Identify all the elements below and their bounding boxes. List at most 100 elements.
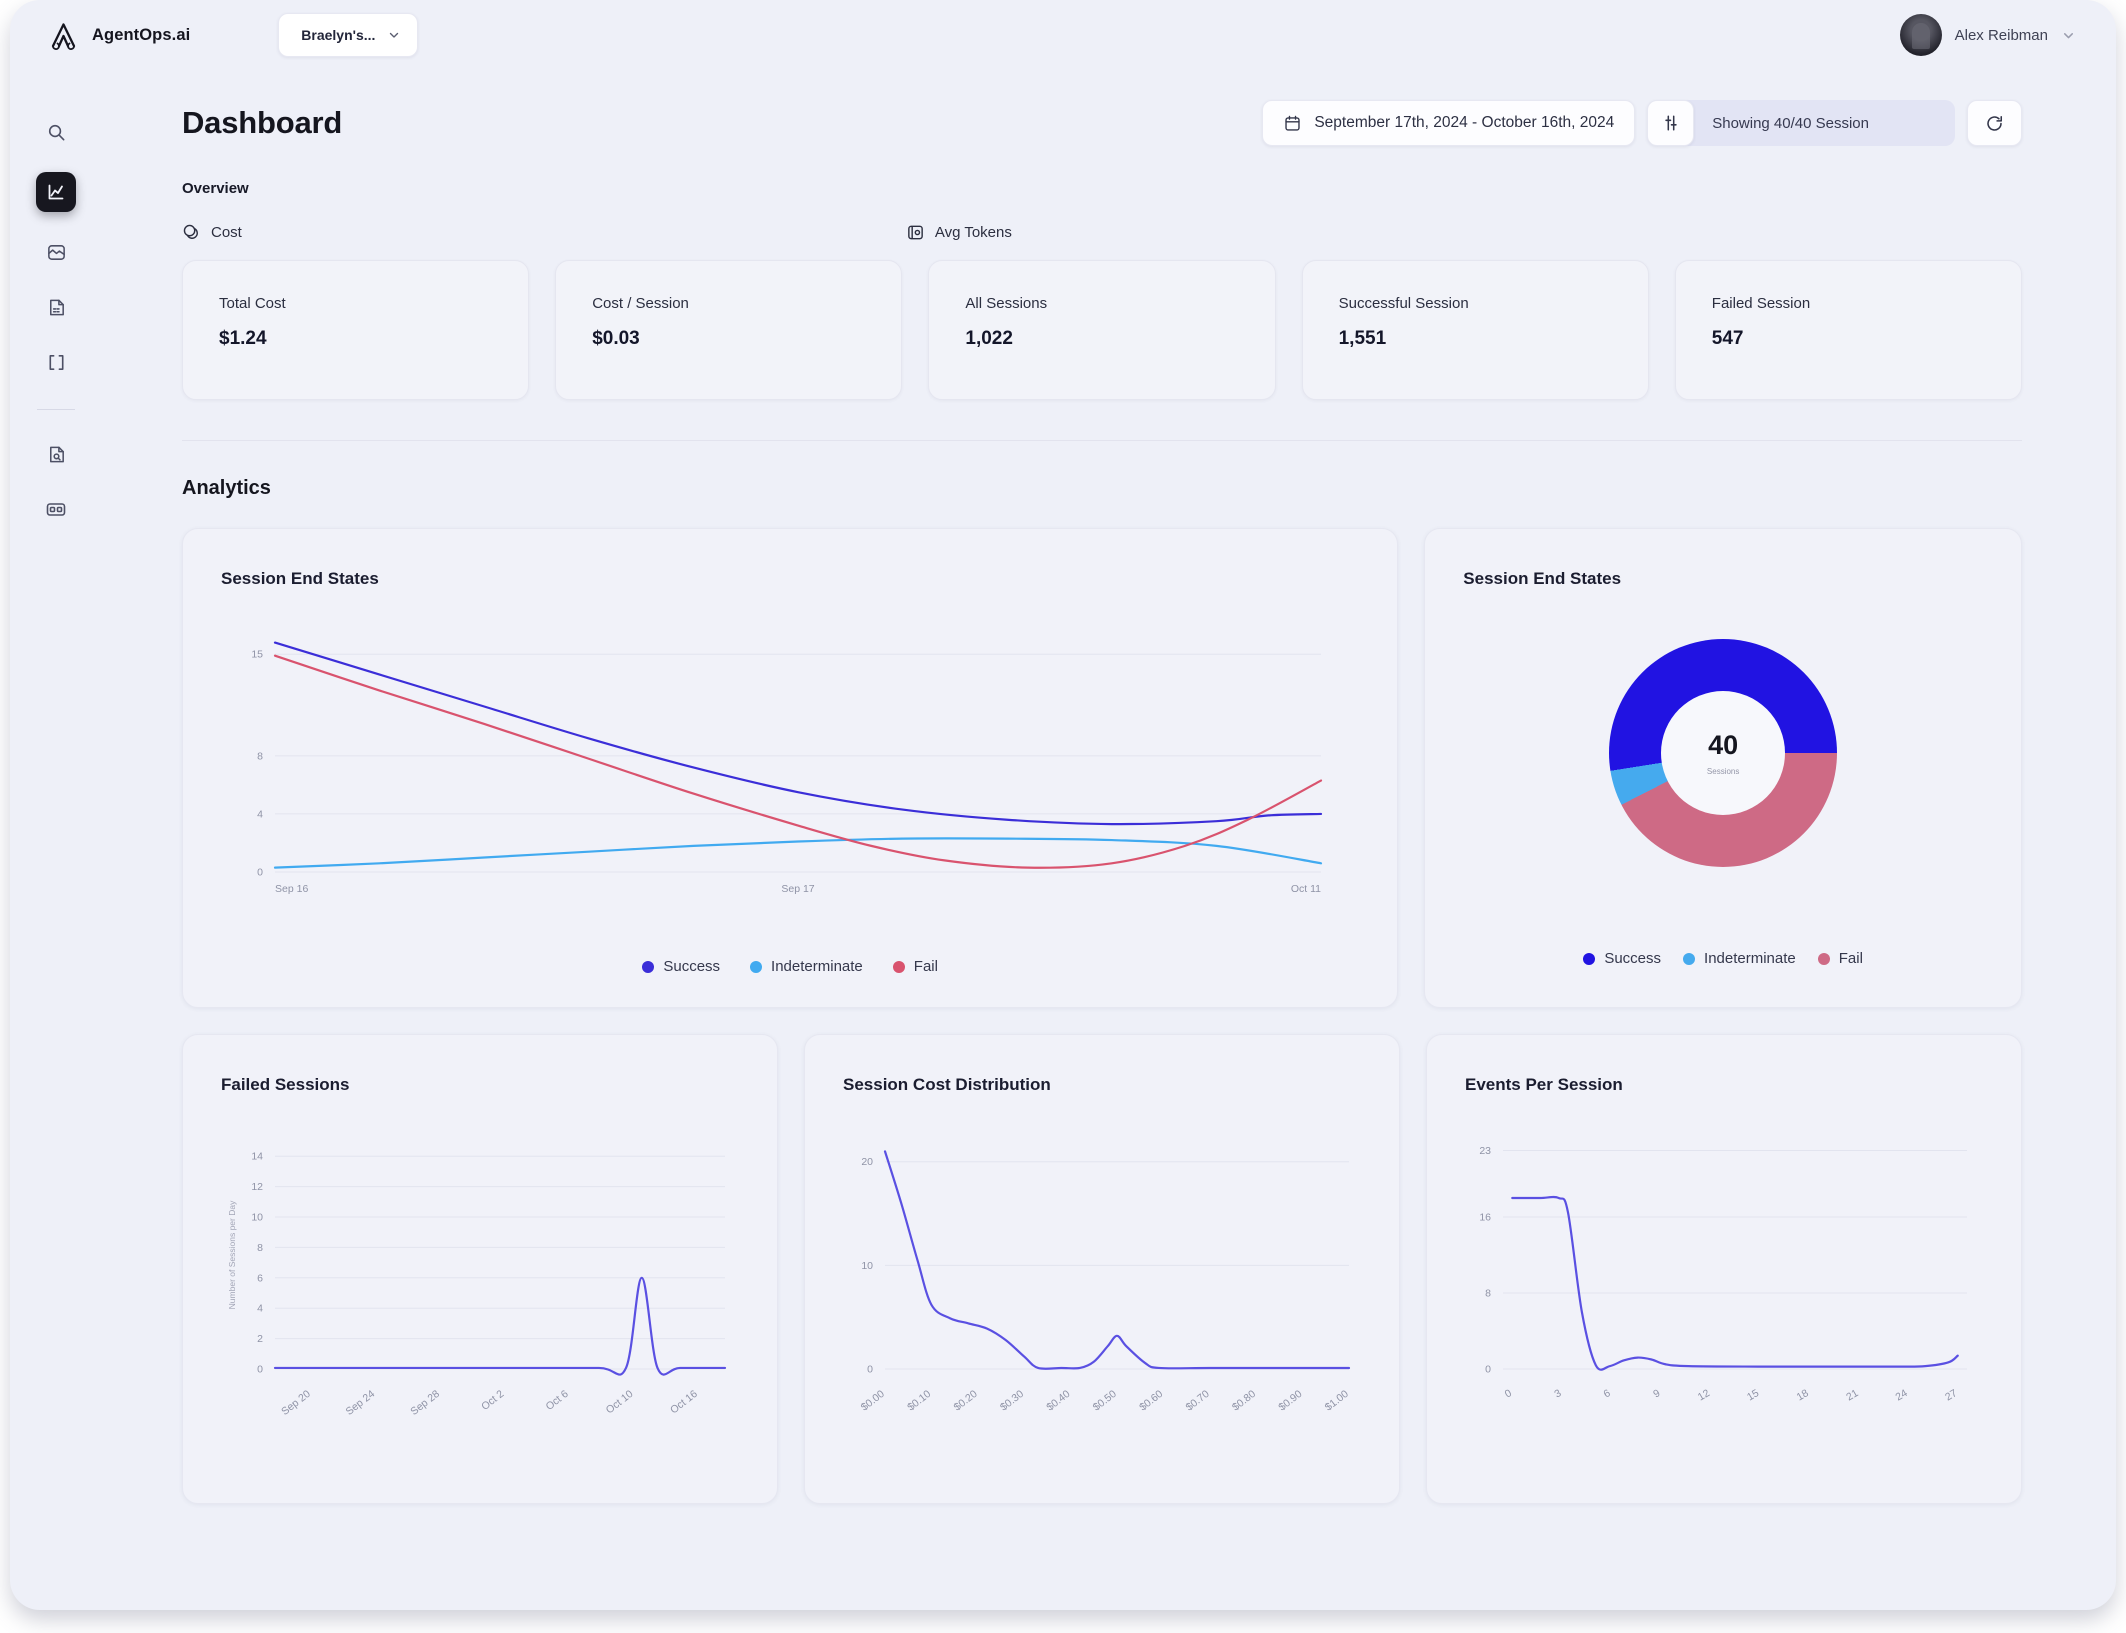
svg-text:$0.70: $0.70: [1184, 1388, 1212, 1414]
session-end-states-donut-card: Session End States 40 Sessions Succes: [1424, 528, 2022, 1008]
card-icon: [45, 498, 67, 520]
svg-text:10: 10: [251, 1212, 263, 1224]
chart-title: Session End States: [1463, 569, 1622, 588]
date-range-text: September 17th, 2024 - October 16th, 202…: [1314, 114, 1615, 131]
page-title: Dashboard: [182, 105, 343, 140]
workspace-name: Braelyn's...: [301, 27, 376, 43]
toggle-cost-label: Cost: [211, 224, 242, 241]
sidebar-item-logs[interactable]: [34, 285, 78, 329]
refresh-button[interactable]: [1967, 100, 2022, 146]
user-menu[interactable]: Alex Reibman: [1899, 14, 2076, 56]
filter-button[interactable]: [1647, 100, 1695, 146]
header-controls: September 17th, 2024 - October 16th, 202…: [1262, 100, 2022, 146]
sidebar-item-traces[interactable]: [34, 340, 78, 384]
legend-item-success: Success: [1583, 950, 1661, 967]
coins-icon: [182, 223, 201, 242]
svg-text:Sep 20: Sep 20: [279, 1388, 313, 1418]
donut-total: 40: [1708, 730, 1739, 760]
chart-legend: Success Indeterminate Fail: [183, 958, 1397, 975]
chevron-down-icon: [387, 28, 401, 42]
sidebar-item-files[interactable]: [34, 432, 78, 476]
stat-cards: Total Cost $1.24 Cost / Session $0.03 Al…: [182, 260, 2022, 400]
sidebar-item-billing[interactable]: [34, 487, 78, 531]
legend-dot: [1817, 952, 1830, 965]
svg-text:8: 8: [1485, 1288, 1491, 1300]
legend-item-indeterminate: Indeterminate: [750, 958, 863, 975]
workspace-dropdown[interactable]: Braelyn's...: [278, 13, 419, 57]
svg-text:Sep 24: Sep 24: [344, 1388, 378, 1418]
showing-sessions-label: Showing 40/40 Session: [1712, 114, 1869, 132]
sidebar-item-search[interactable]: [34, 110, 78, 154]
stat-card-cost-per-session: Cost / Session $0.03: [555, 260, 903, 400]
top-bar: AgentOps.ai Braelyn's... Alex Reibman: [10, 0, 2116, 70]
svg-text:8: 8: [257, 750, 263, 762]
svg-text:0: 0: [867, 1364, 873, 1376]
legend-dot: [1683, 952, 1696, 965]
svg-text:0: 0: [257, 867, 263, 879]
sidebar-item-sessions[interactable]: [34, 230, 78, 274]
svg-text:Oct 11: Oct 11: [1291, 883, 1321, 895]
svg-text:Oct 6: Oct 6: [544, 1388, 571, 1413]
toggle-avg-tokens[interactable]: Avg Tokens: [906, 223, 1012, 242]
chart-legend: Success Indeterminate Fail: [1425, 950, 2021, 967]
metric-toggles: Cost Avg Tokens: [182, 223, 2022, 242]
svg-text:10: 10: [861, 1260, 873, 1272]
stat-card-all-sessions: All Sessions 1,022: [928, 260, 1276, 400]
token-icon: [906, 223, 925, 242]
chart-title: Failed Sessions: [221, 1075, 350, 1094]
legend-item-indeterminate: Indeterminate: [1683, 950, 1796, 967]
svg-text:4: 4: [257, 1303, 263, 1315]
svg-text:$0.50: $0.50: [1091, 1388, 1119, 1414]
stat-label: Cost / Session: [592, 295, 689, 312]
app-surface: AgentOps.ai Braelyn's... Alex Reibman: [10, 0, 2116, 1610]
stat-card-failed-session: Failed Session 547: [1674, 260, 2022, 400]
file-search-icon: [46, 444, 67, 465]
analytics-heading: Analytics: [182, 477, 271, 499]
svg-text:$0.40: $0.40: [1044, 1388, 1072, 1414]
svg-text:0: 0: [257, 1364, 263, 1376]
svg-text:16: 16: [1479, 1212, 1491, 1224]
svg-text:18: 18: [1795, 1387, 1811, 1403]
stat-value: 1,022: [965, 328, 1013, 349]
svg-text:Sep 28: Sep 28: [408, 1388, 442, 1418]
svg-text:Sep 16: Sep 16: [275, 883, 308, 895]
stat-value: 547: [1711, 328, 1744, 349]
session-cost-distribution-card: Session Cost Distribution 0 10 20 $0.00 $0.1…: [804, 1034, 1400, 1504]
stat-value: $0.03: [592, 328, 640, 349]
session-end-states-line-card: Session End States 0 4 8 15 Sep 16 Sep 17 Oct …: [182, 528, 1399, 1008]
date-range-button[interactable]: September 17th, 2024 - October 16th, 202…: [1262, 100, 1636, 146]
stat-value: 1,551: [1338, 328, 1387, 349]
svg-text:3: 3: [1552, 1387, 1563, 1400]
brand: AgentOps.ai: [48, 19, 190, 51]
legend-item-success: Success: [642, 958, 720, 975]
user-name: Alex Reibman: [1954, 26, 2048, 44]
legend-dot: [892, 960, 905, 973]
svg-text:6: 6: [1602, 1387, 1613, 1400]
filter-group: Showing 40/40 Session: [1647, 100, 1955, 146]
svg-text:23: 23: [1479, 1145, 1491, 1157]
agentops-logo-icon: [48, 19, 80, 51]
stat-value: $1.24: [219, 328, 267, 349]
toggle-cost[interactable]: Cost: [182, 223, 242, 242]
svg-text:15: 15: [251, 649, 263, 661]
events-per-session-chart: 0 8 16 23 0 3 6 9 12 15 18 21 24 27: [1457, 1109, 1991, 1464]
overview-heading: Overview: [182, 180, 249, 197]
svg-text:14: 14: [251, 1151, 263, 1163]
legend-label: Success: [1604, 950, 1662, 967]
svg-text:27: 27: [1943, 1387, 1959, 1403]
svg-text:6: 6: [257, 1272, 263, 1284]
calendar-icon: [1283, 114, 1302, 133]
sidebar-item-dashboard[interactable]: [36, 172, 76, 212]
svg-text:15: 15: [1745, 1387, 1761, 1403]
svg-text:$0.00: $0.00: [859, 1388, 887, 1414]
svg-text:Oct 2: Oct 2: [479, 1388, 506, 1413]
svg-text:8: 8: [257, 1242, 263, 1254]
svg-text:0: 0: [1485, 1364, 1491, 1376]
svg-text:12: 12: [251, 1181, 263, 1193]
donut-center: 40 Sessions: [1661, 691, 1786, 815]
chevron-down-icon: [2061, 28, 2076, 43]
svg-text:Oct 10: Oct 10: [604, 1388, 636, 1417]
legend-label: Indeterminate: [771, 958, 863, 975]
line-chart-icon: [46, 182, 66, 202]
legend-label: Indeterminate: [1704, 950, 1796, 967]
